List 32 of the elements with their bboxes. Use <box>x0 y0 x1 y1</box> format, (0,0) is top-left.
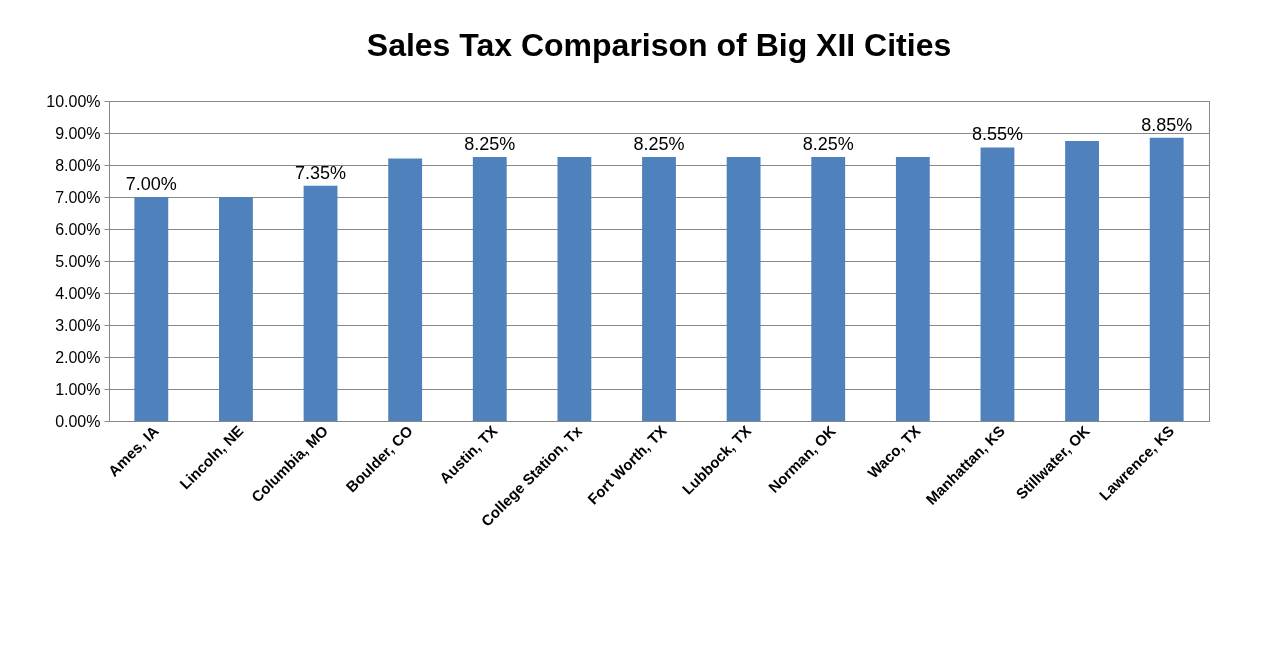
bar <box>811 157 846 421</box>
data-label: 7.00% <box>125 174 177 194</box>
bar <box>1065 141 1099 421</box>
y-tick-label: 9.00% <box>55 124 101 142</box>
chart-title: Sales Tax Comparison of Big XII Cities <box>366 27 952 63</box>
y-tick-label: 3.00% <box>55 316 101 334</box>
data-label: 8.25% <box>802 134 854 154</box>
bar <box>980 147 1015 421</box>
bar <box>557 157 592 421</box>
y-tick-label: 0.00% <box>55 412 101 430</box>
y-tick-label: 5.00% <box>55 252 101 270</box>
bar <box>726 157 761 421</box>
y-tick-label: 4.00% <box>55 284 101 302</box>
data-label: 8.85% <box>1141 114 1193 135</box>
y-tick-label: 2.00% <box>55 348 101 366</box>
bar <box>1149 137 1184 421</box>
data-label: 7.35% <box>295 162 347 183</box>
y-tick-label: 8.00% <box>55 156 101 174</box>
bar <box>642 157 676 421</box>
bar <box>303 185 338 421</box>
data-label: 8.25% <box>464 134 516 154</box>
data-label: 8.25% <box>633 134 685 154</box>
y-tick-label: 10.00% <box>46 92 101 110</box>
y-tick-label: 6.00% <box>55 220 101 238</box>
bar <box>134 197 169 421</box>
bar <box>388 158 423 421</box>
bar <box>472 157 507 421</box>
data-label: 8.55% <box>971 124 1023 145</box>
y-tick-label: 7.00% <box>55 188 101 206</box>
bar <box>219 197 253 421</box>
y-tick-label: 1.00% <box>55 380 101 398</box>
bar <box>895 157 930 421</box>
